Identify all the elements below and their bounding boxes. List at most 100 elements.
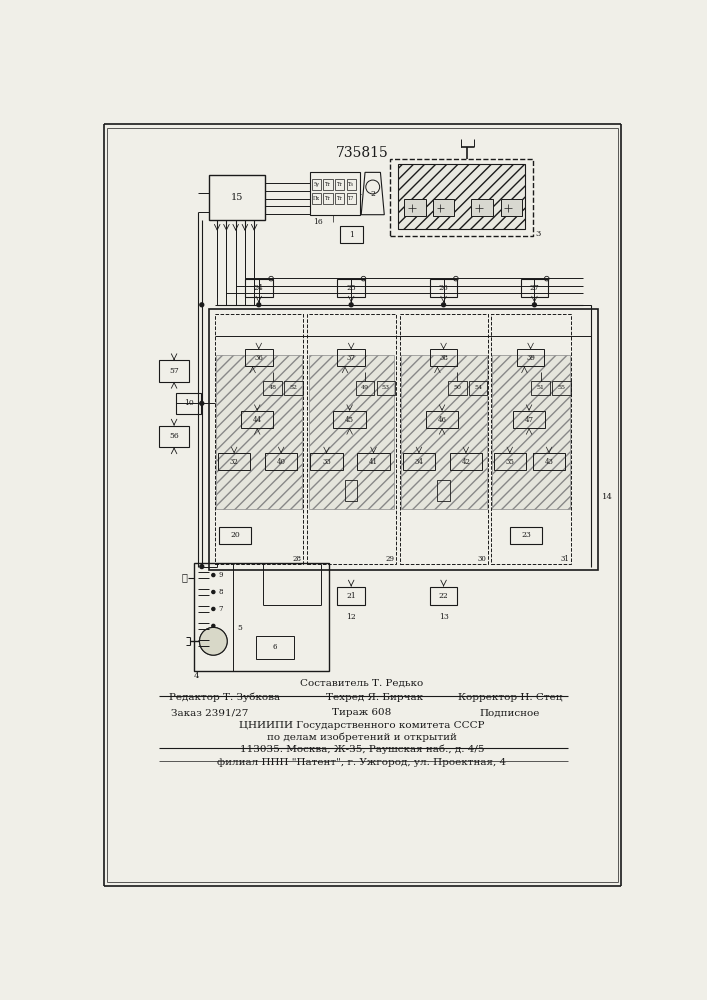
Bar xyxy=(377,381,395,395)
Bar xyxy=(402,355,486,509)
Text: 52: 52 xyxy=(289,385,298,390)
Bar xyxy=(533,453,565,470)
Bar xyxy=(215,314,303,564)
Bar xyxy=(308,314,396,564)
Text: 27: 27 xyxy=(530,284,539,292)
Text: 113035. Москва, Ж-35, Раушская наб., д. 4/5: 113035. Москва, Ж-35, Раушская наб., д. … xyxy=(240,744,484,754)
Bar xyxy=(357,453,390,470)
Text: 16: 16 xyxy=(313,218,323,226)
Text: 32: 32 xyxy=(230,458,238,466)
Bar xyxy=(337,279,365,297)
Bar xyxy=(583,297,598,567)
Text: 29: 29 xyxy=(385,555,395,563)
Text: 31: 31 xyxy=(561,555,570,563)
Bar xyxy=(218,527,251,544)
Text: Корректор Н. Стец: Корректор Н. Стец xyxy=(457,693,562,702)
Text: 43: 43 xyxy=(544,458,554,466)
Circle shape xyxy=(212,607,215,610)
Circle shape xyxy=(200,303,204,307)
Bar xyxy=(345,480,357,501)
Bar xyxy=(194,563,329,671)
Text: 42: 42 xyxy=(462,458,470,466)
Text: Тт: Тт xyxy=(337,182,343,187)
Bar xyxy=(160,360,189,382)
Bar xyxy=(310,453,343,470)
Text: 5: 5 xyxy=(238,624,243,632)
Bar xyxy=(241,411,274,428)
Bar xyxy=(532,381,550,395)
Text: Подписное: Подписное xyxy=(479,708,540,717)
Text: Тт: Тт xyxy=(325,196,331,201)
Text: 26: 26 xyxy=(439,284,448,292)
Bar xyxy=(245,279,273,297)
Circle shape xyxy=(532,303,537,307)
Bar xyxy=(264,381,282,395)
Text: 50: 50 xyxy=(453,385,462,390)
Bar xyxy=(310,172,360,215)
Text: 44: 44 xyxy=(252,416,262,424)
Bar xyxy=(209,175,265,220)
Text: 3: 3 xyxy=(535,230,541,238)
Bar xyxy=(510,527,542,544)
Text: 46: 46 xyxy=(438,416,447,424)
Text: 37: 37 xyxy=(346,354,356,362)
Text: 23: 23 xyxy=(521,531,531,539)
Bar xyxy=(346,193,356,204)
Text: филиал ППП "Патент", г. Ужгород, ул. Проектная, 4: филиал ППП "Патент", г. Ужгород, ул. Про… xyxy=(217,758,506,767)
Bar xyxy=(469,381,487,395)
Text: Пх: Пх xyxy=(313,196,320,201)
Bar xyxy=(337,587,365,605)
Text: Составитель Т. Редько: Составитель Т. Редько xyxy=(300,679,423,688)
Text: 55: 55 xyxy=(557,385,566,390)
Text: 39: 39 xyxy=(526,354,535,362)
Text: 5у: 5у xyxy=(313,182,320,187)
Bar xyxy=(430,279,457,297)
Text: 38: 38 xyxy=(439,354,448,362)
Bar xyxy=(324,179,333,190)
Circle shape xyxy=(442,303,445,307)
Circle shape xyxy=(212,574,215,577)
Text: 2: 2 xyxy=(370,190,375,198)
Text: 7: 7 xyxy=(218,605,223,613)
Circle shape xyxy=(212,624,215,627)
Text: Редактор Т. Зубкова: Редактор Т. Зубкова xyxy=(170,693,281,702)
Bar xyxy=(209,309,598,570)
Bar xyxy=(324,193,333,204)
Circle shape xyxy=(212,641,215,644)
Text: 40: 40 xyxy=(276,458,286,466)
Circle shape xyxy=(200,401,204,405)
Text: 34: 34 xyxy=(414,458,423,466)
Text: 47: 47 xyxy=(525,416,534,424)
Bar xyxy=(433,199,455,216)
Bar xyxy=(501,199,522,216)
Circle shape xyxy=(200,565,204,569)
Text: Тз: Тз xyxy=(349,182,354,187)
Bar xyxy=(340,226,363,243)
Bar xyxy=(552,381,571,395)
Bar xyxy=(265,453,297,470)
Text: 28: 28 xyxy=(293,555,302,563)
Circle shape xyxy=(349,303,353,307)
Circle shape xyxy=(199,627,227,655)
Bar xyxy=(256,636,294,659)
Bar xyxy=(398,164,525,229)
Text: 24: 24 xyxy=(254,284,264,292)
Bar xyxy=(472,199,493,216)
Text: Тт: Тт xyxy=(325,182,331,187)
Text: 35: 35 xyxy=(506,458,514,466)
Bar xyxy=(160,426,189,447)
Bar xyxy=(335,179,344,190)
Text: Тт: Тт xyxy=(337,196,343,201)
Text: 25: 25 xyxy=(346,284,356,292)
Text: 21: 21 xyxy=(346,592,356,600)
Bar xyxy=(390,158,533,235)
Text: 1: 1 xyxy=(349,231,354,239)
Bar xyxy=(216,355,302,509)
Bar xyxy=(448,381,467,395)
Text: 30: 30 xyxy=(478,555,486,563)
Bar xyxy=(176,393,201,414)
Text: 10: 10 xyxy=(184,399,194,407)
Text: 53: 53 xyxy=(382,385,390,390)
Bar xyxy=(403,453,435,470)
Text: 36: 36 xyxy=(255,354,263,362)
